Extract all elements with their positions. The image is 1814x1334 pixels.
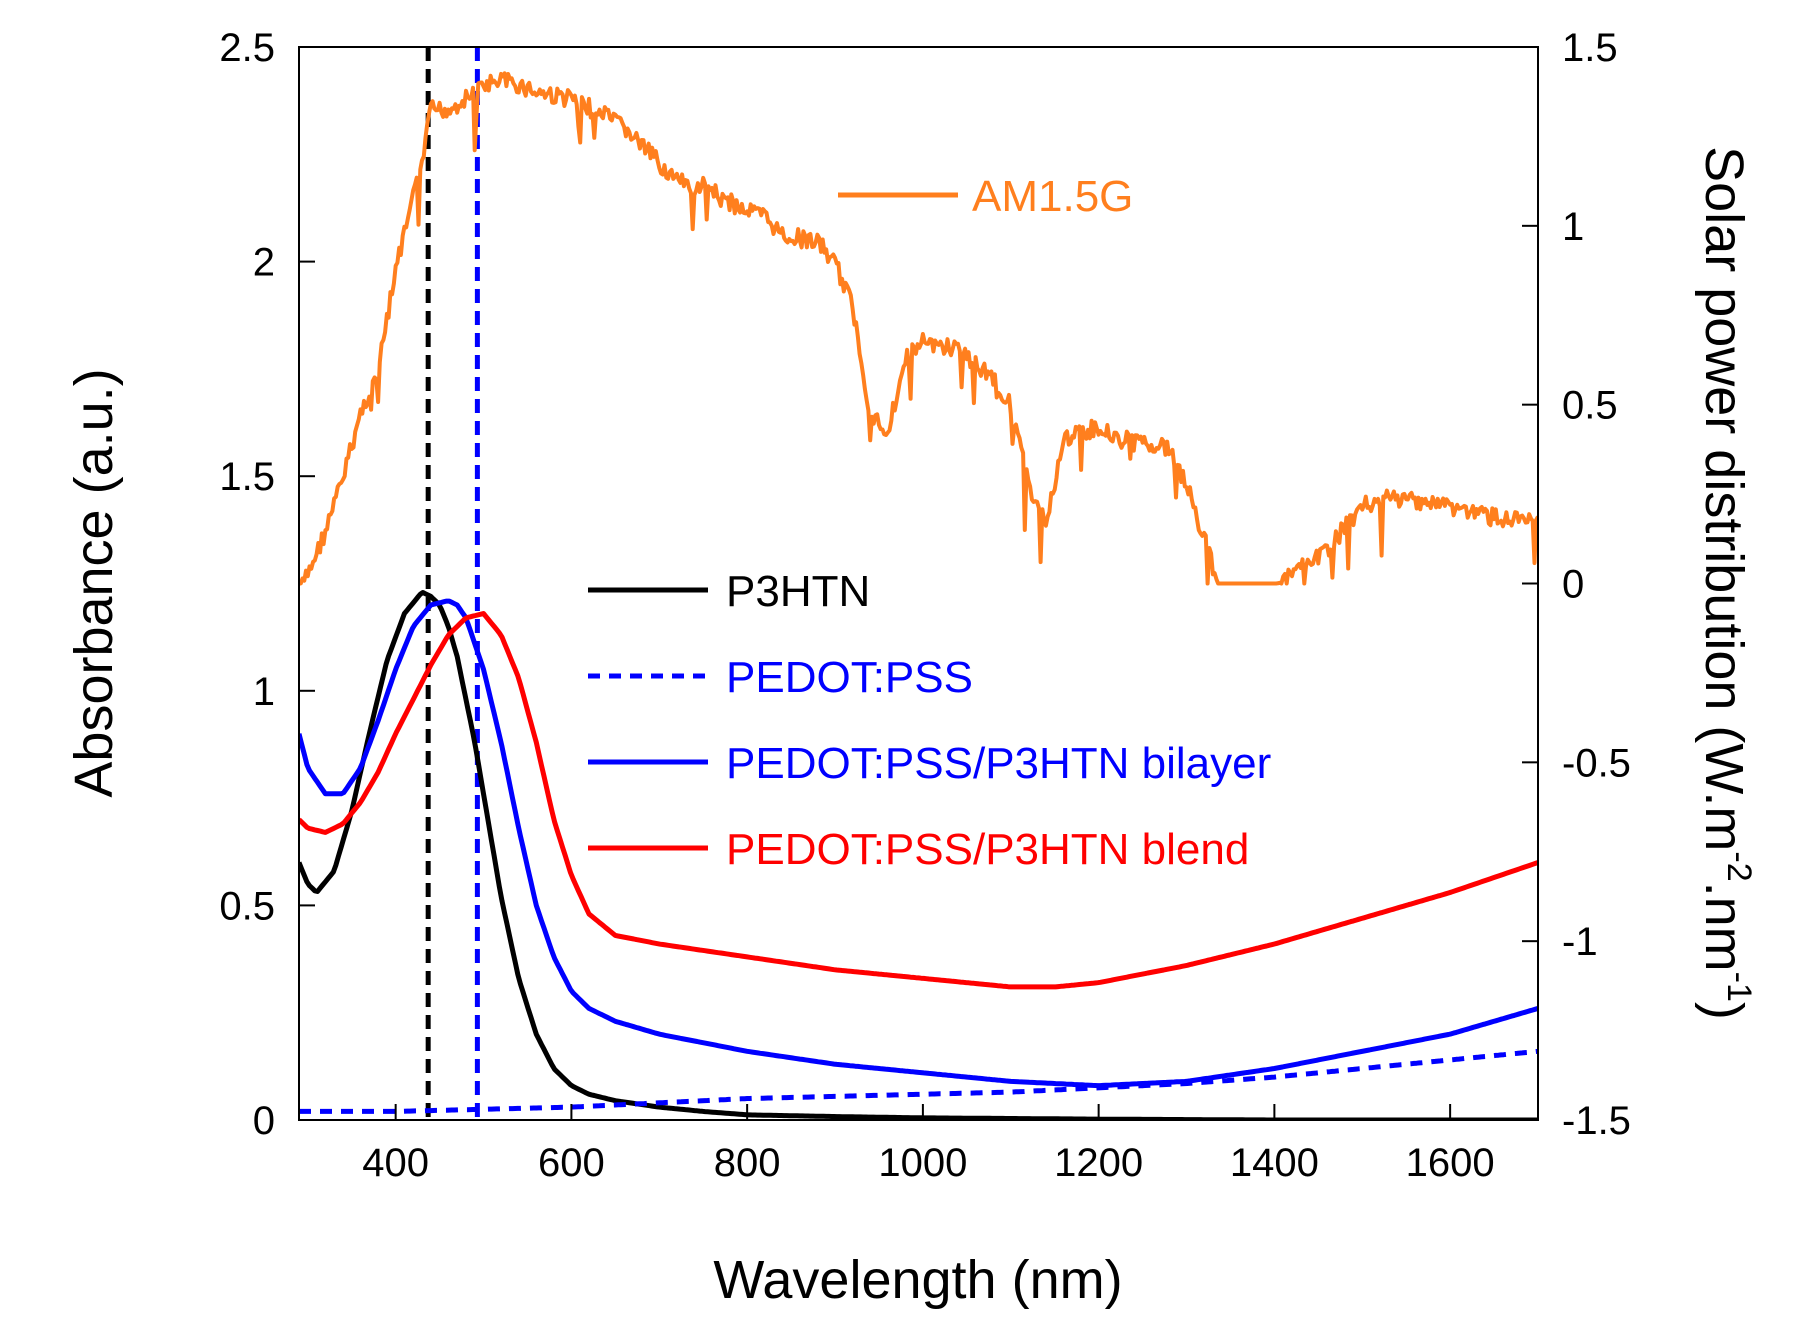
y2-tick-label: 1.5 (1562, 26, 1618, 70)
x-tick-label: 1400 (1230, 1141, 1319, 1185)
y2-axis-title-sup1: -2 (1720, 851, 1758, 881)
y2-axis-title: Solar power distribution (W.m-2.nm-1) (1694, 146, 1758, 1020)
y-tick-label: 2.5 (219, 26, 275, 70)
series-line-0 (299, 71, 1538, 586)
legend-label-am15g: AM1.5G (972, 172, 1133, 221)
y2-tick-label: -1.5 (1562, 1099, 1631, 1143)
plot-area (299, 47, 1538, 1120)
y2-axis-title-mid: .nm (1694, 882, 1754, 972)
x-tick-label: 1200 (1054, 1141, 1143, 1185)
y2-tick-label: -1 (1562, 920, 1598, 964)
x-tick-label: 1000 (878, 1141, 967, 1185)
y-tick-label: 0 (253, 1099, 275, 1143)
series-line-1 (299, 590, 1538, 1120)
series-line-4 (299, 611, 1538, 990)
x-tick-label: 600 (538, 1141, 605, 1185)
y2-tick-label: 0 (1562, 563, 1584, 607)
y2-tick-label: 0.5 (1562, 384, 1618, 428)
x-tick-label: 800 (714, 1141, 781, 1185)
legend-label: PEDOT:PSS/P3HTN bilayer (726, 739, 1271, 788)
legend-label: PEDOT:PSS/P3HTN blend (726, 825, 1249, 874)
legend: AM1.5G P3HTN PEDOT:PSS PEDOT:PSS/P3HTN bila… (588, 172, 1271, 874)
y-tick-label: 2 (253, 241, 275, 285)
y2-tick-label: -0.5 (1562, 741, 1631, 785)
y-tick-label: 1.5 (219, 455, 275, 499)
y-tick-label: 0.5 (219, 884, 275, 928)
series-line-3 (299, 598, 1538, 1089)
y-axis-title: Absorbance (a.u.) (64, 368, 124, 797)
series-line-2 (299, 1048, 1538, 1114)
y2-axis-title-sup2: -1 (1720, 972, 1758, 1002)
x-axis-title: Wavelength (nm) (713, 1250, 1122, 1310)
y-tick-label: 1 (253, 670, 275, 714)
x-tick-label: 1600 (1406, 1141, 1495, 1185)
y2-axis-title-main: Solar power distribution (W.m (1694, 146, 1754, 851)
legend-label: PEDOT:PSS (726, 653, 973, 702)
y2-axis-title-end: ) (1694, 1002, 1754, 1020)
series-layer (299, 47, 1538, 1120)
y2-tick-label: 1 (1562, 205, 1584, 249)
x-tick-label: 400 (362, 1141, 429, 1185)
legend-label: P3HTN (726, 567, 870, 616)
ticks-layer: 400 600 800 1000 1200 1400 1600 0 0.5 1 1.5 2 2.5 -1.… (219, 26, 1631, 1185)
